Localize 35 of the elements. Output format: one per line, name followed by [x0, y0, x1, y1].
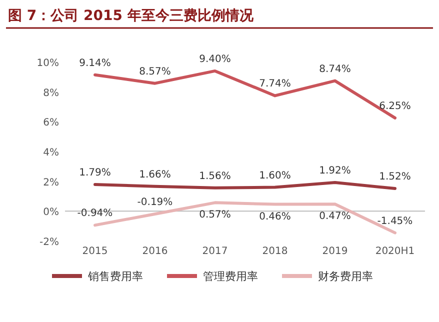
x-tick-label: 2017 [202, 246, 228, 257]
y-tick-label: 0% [43, 207, 59, 218]
data-label: 9.14% [79, 58, 111, 69]
y-tick-label: 8% [43, 88, 59, 99]
data-label: 7.74% [259, 78, 291, 90]
y-tick-label: 2% [43, 177, 59, 188]
data-label: 6.25% [379, 100, 411, 112]
x-tick-label: 2015 [82, 246, 108, 257]
data-label: -1.45% [377, 216, 413, 227]
data-label: -0.19% [137, 197, 173, 208]
x-tick-label: 2018 [262, 246, 288, 257]
data-label: 0.57% [199, 210, 231, 221]
data-label: 0.47% [319, 211, 351, 222]
y-tick-label: 6% [43, 118, 59, 129]
legend-label: 管理费用率 [203, 270, 258, 283]
data-label: 8.57% [139, 66, 171, 78]
data-label: 8.74% [319, 64, 351, 75]
x-tick-label: 2019 [322, 246, 348, 257]
data-label: 1.56% [199, 170, 231, 182]
y-tick-label: 4% [43, 148, 59, 158]
data-label: 0.46% [259, 211, 291, 222]
data-label: 1.60% [259, 170, 291, 182]
legend-label: 财务费用率 [318, 270, 373, 283]
legend-label: 销售费用率 [87, 270, 143, 283]
x-tick-label: 2016 [142, 246, 168, 257]
data-label: 1.79% [79, 167, 111, 178]
x-tick-label: 2020H1 [375, 246, 415, 257]
data-label: -0.94% [77, 208, 113, 220]
chart-title: 图 7：公司 2015 年至今三费比例情况 [8, 8, 254, 24]
data-label: 1.66% [139, 169, 171, 180]
data-label: 1.52% [379, 171, 411, 182]
data-label: 1.92% [319, 166, 351, 177]
data-label: 9.40% [199, 54, 231, 65]
y-tick-label: -2% [40, 237, 59, 248]
y-tick-label: 10% [36, 58, 59, 69]
